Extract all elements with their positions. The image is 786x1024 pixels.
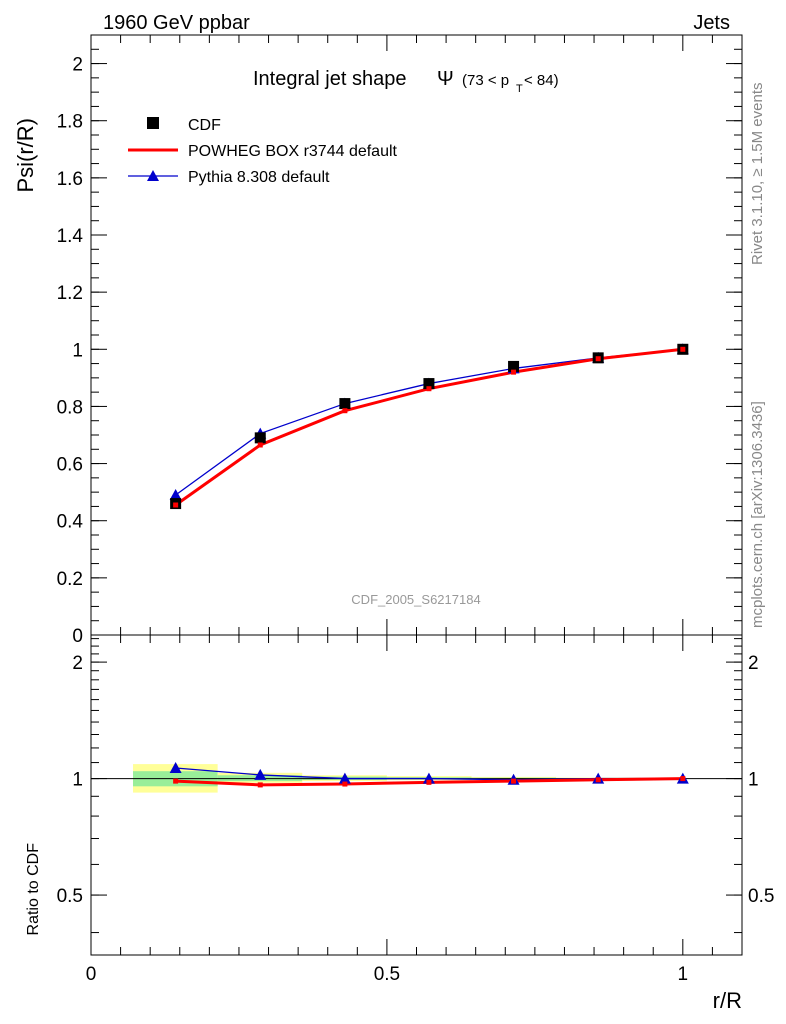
main-y-tick-label: 0.6 (57, 455, 83, 476)
main-y-tick-label: 2 (72, 55, 83, 76)
main-series-powheg-line (174, 347, 683, 507)
main-powheg-point (426, 386, 432, 392)
rivet-info: Rivet 3.1.10, ≥ 1.5M events (749, 83, 766, 266)
ratio-powheg-point (426, 779, 432, 785)
main-powheg-point (342, 408, 348, 414)
legend-cdf-marker (147, 117, 159, 129)
header-left-label: 1960 GeV ppbar (103, 12, 250, 34)
ratio-pythia-point (169, 761, 182, 773)
x-axis-title: r/R (713, 988, 742, 1013)
legend-cdf-label: CDF (188, 117, 221, 134)
main-powheg-point (511, 369, 517, 375)
main-powheg-point (595, 356, 601, 362)
title-range-post: < 84) (524, 72, 559, 89)
main-cdf-point (339, 398, 351, 410)
main-cdf-point (508, 360, 520, 372)
x-tick-label: 0.5 (374, 964, 400, 985)
ratio-y-tick-label-right: 0.5 (748, 886, 774, 907)
ratio-y-tick-label-left: 0.5 (57, 886, 83, 907)
header-right-label: Jets (693, 12, 730, 34)
ratio-panel: 0.5 0.5 1 1 2 2 0 0.5 1 (57, 634, 774, 985)
ratio-powheg-point (595, 777, 601, 783)
ratio-powheg-point (257, 782, 263, 788)
ratio-pythia-point (338, 772, 351, 784)
main-y-tick-label: 1 (72, 340, 83, 361)
main-y-tick-label: 0.2 (57, 569, 83, 590)
analysis-watermark: CDF_2005_S6217184 (351, 592, 480, 607)
main-y-tick-label: 1.2 (57, 283, 83, 304)
ratio-pythia-point (254, 768, 267, 780)
ratio-frame (90, 634, 743, 956)
ratio-pythia-point (422, 772, 435, 784)
main-y-tick-label: 0.8 (57, 397, 83, 418)
x-tick-label: 1 (678, 964, 689, 985)
legend-pythia-marker (147, 170, 159, 181)
mcplots-info: mcplots.cern.ch [arXiv:1306.3436] (749, 401, 766, 628)
main-cdf-point (423, 378, 435, 390)
title-range-pre: (73 < p (462, 72, 509, 89)
ratio-powheg-point (511, 778, 517, 784)
title-main: Integral jet shape (253, 68, 406, 90)
main-y-tick-label: 1.6 (57, 169, 83, 190)
main-cdf-point (254, 432, 266, 444)
main-y-tick-label: 0 (72, 626, 83, 647)
main-y-tick-label: 0.4 (57, 512, 84, 533)
legend-pythia-label: Pythia 8.308 default (188, 169, 330, 186)
title-symbol: Ψ (437, 68, 454, 90)
ratio-y-tick-label-right: 2 (748, 653, 759, 674)
main-series-pythia-line (175, 348, 683, 496)
main-title: Integral jet shape Ψ (73 < p T < 84) (253, 68, 559, 95)
main-panel: 0 0.2 0.4 0.6 0.8 1 1.2 1.4 1.6 1.8 2 (57, 34, 743, 647)
title-range-sub: T (516, 83, 523, 95)
ratio-powheg-point (173, 778, 179, 784)
ratio-y-tick-label-left: 1 (72, 770, 83, 791)
legend: CDF POWHEG BOX r3744 default Pythia 8.30… (128, 117, 398, 186)
main-pythia-point (169, 489, 182, 500)
ratio-y-tick-label-left: 2 (72, 653, 83, 674)
ratio-powheg-point (342, 781, 348, 787)
main-powheg-point (173, 502, 179, 508)
main-y-tick-label: 1.8 (57, 112, 83, 133)
main-powheg-point (257, 442, 263, 448)
main-y-tick-label: 1.4 (57, 226, 84, 247)
legend-powheg-label: POWHEG BOX r3744 default (188, 143, 398, 160)
x-tick-label: 0 (86, 964, 97, 985)
ratio-y-axis-title: Ratio to CDF (25, 843, 42, 936)
ratio-powheg-point (680, 776, 686, 782)
main-powheg-point (680, 346, 686, 352)
main-y-axis-title: Psi(r/R) (13, 118, 38, 193)
ratio-y-tick-label-right: 1 (748, 770, 759, 791)
